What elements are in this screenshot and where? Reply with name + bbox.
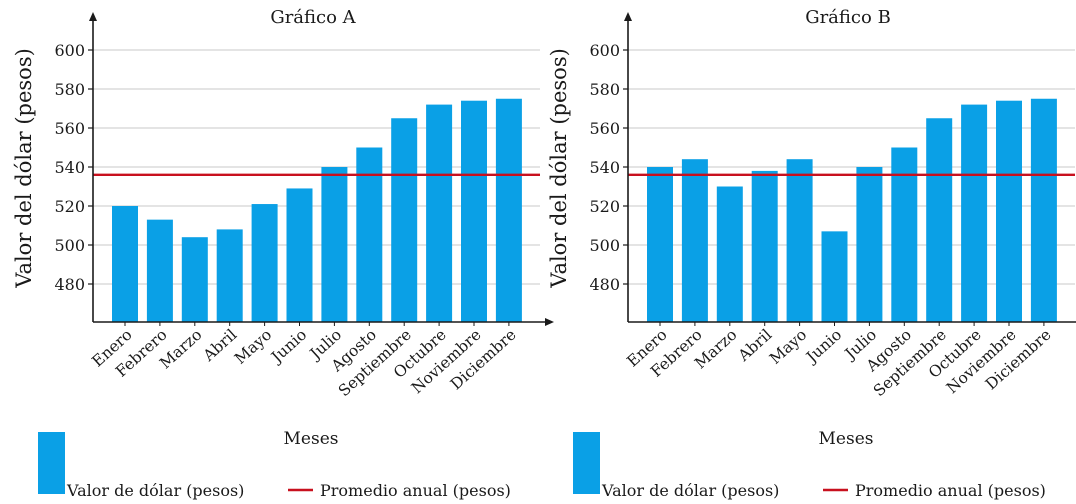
bar-marzo <box>716 186 743 322</box>
x-tick-label: Abril <box>734 326 775 366</box>
bar-julio <box>321 167 348 322</box>
y-axis-arrow <box>624 12 632 21</box>
bar-enero <box>647 167 673 322</box>
bar-enero <box>112 206 138 322</box>
x-axis-arrow <box>545 318 554 326</box>
y-tick-label: 500 <box>589 236 620 255</box>
y-axis-label: Valor del dólar (pesos) <box>547 48 571 289</box>
bar-junio <box>286 188 313 322</box>
bar-febrero <box>146 219 173 322</box>
x-axis-label: Meses <box>819 429 874 449</box>
bar-junio <box>821 231 848 322</box>
x-tick-label: Junio <box>267 326 311 368</box>
bar-octubre <box>426 104 453 322</box>
y-tick-label: 480 <box>589 275 620 294</box>
x-tick-label: Mayo <box>766 326 810 368</box>
bar-noviembre <box>996 100 1022 322</box>
y-tick-label: 580 <box>589 80 620 99</box>
y-tick-label: 560 <box>589 119 620 138</box>
bar-febrero <box>681 159 708 322</box>
y-tick-label: 520 <box>54 197 85 216</box>
chart-panel-a: 480500520540560580600EneroFebreroMarzoAb… <box>12 7 554 500</box>
x-tick-label: Mayo <box>231 326 275 368</box>
bar-noviembre <box>461 100 487 322</box>
y-axis-label: Valor del dólar (pesos) <box>12 48 36 289</box>
bar-diciembre <box>495 98 522 322</box>
bar-abril <box>216 229 243 322</box>
x-tick-label: Abril <box>199 326 240 366</box>
bar-agosto <box>356 147 383 322</box>
bar-mayo <box>251 204 278 322</box>
chart-title: Gráfico A <box>270 7 356 28</box>
y-tick-label: 540 <box>589 158 620 177</box>
legend-bar-swatch <box>38 432 65 494</box>
bar-marzo <box>181 237 208 322</box>
legend-bar-swatch <box>573 432 600 494</box>
y-tick-label: 600 <box>589 41 620 60</box>
y-tick-label: 520 <box>589 197 620 216</box>
bar-julio <box>856 167 883 322</box>
legend: Valor de dólar (pesos) Promedio anual (pe… <box>38 432 511 500</box>
bar-diciembre <box>1030 98 1057 322</box>
bar-mayo <box>786 159 813 322</box>
bar-septiembre <box>391 118 418 322</box>
legend-line-label: Promedio anual (pesos) <box>855 481 1046 500</box>
y-axis-arrow <box>89 12 97 21</box>
y-tick-label: 580 <box>54 80 85 99</box>
y-tick-label: 480 <box>54 275 85 294</box>
y-tick-label: 560 <box>54 119 85 138</box>
bar-octubre <box>961 104 988 322</box>
legend-bar-label: Valor de dólar (pesos) <box>66 481 244 500</box>
bar-abril <box>751 170 778 322</box>
legend-bar-label: Valor de dólar (pesos) <box>601 481 779 500</box>
bar-septiembre <box>926 118 953 322</box>
y-tick-label: 540 <box>54 158 85 177</box>
chart-panel-b: 480500520540560580600EneroFebreroMarzoAb… <box>547 7 1076 500</box>
y-tick-label: 600 <box>54 41 85 60</box>
legend-line-label: Promedio anual (pesos) <box>320 481 511 500</box>
y-tick-label: 500 <box>54 236 85 255</box>
bar-agosto <box>891 147 918 322</box>
legend: Valor de dólar (pesos) Promedio anual (pe… <box>573 432 1046 500</box>
x-tick-label: Junio <box>802 326 846 368</box>
chart-title: Gráfico B <box>805 7 891 28</box>
x-axis-label: Meses <box>284 429 339 449</box>
